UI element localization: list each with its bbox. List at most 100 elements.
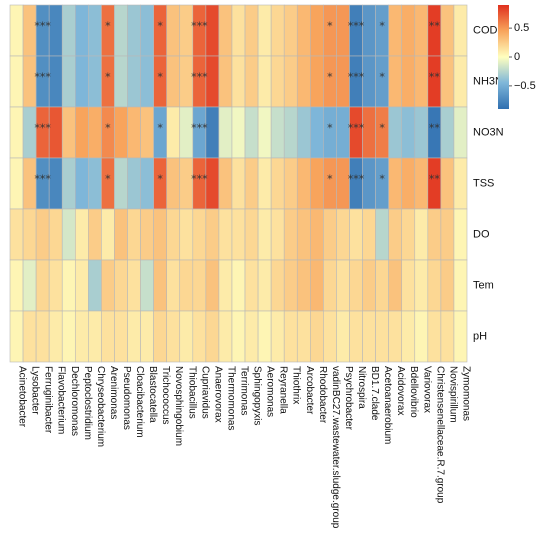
heatmap-cell — [362, 157, 376, 210]
heatmap-cell — [88, 55, 102, 108]
heatmap-cell — [127, 4, 141, 57]
heatmap-cell — [61, 259, 76, 312]
legend-tick-label: 0 — [514, 51, 520, 63]
heatmap-cell — [296, 208, 311, 261]
significance-mark: *** — [191, 19, 208, 32]
heatmap-cell — [310, 208, 324, 261]
heatmap-cell — [231, 106, 246, 159]
heatmap-cell — [296, 157, 311, 210]
significance-mark: *** — [34, 19, 51, 32]
heatmap-cell — [270, 310, 285, 363]
heatmap-cell — [283, 4, 298, 57]
significance-mark: * — [157, 70, 163, 83]
column-label: Acinetobacter — [17, 366, 28, 428]
heatmap-cell — [414, 106, 429, 159]
heatmap-cell — [205, 310, 220, 363]
heatmap-cell — [296, 55, 311, 108]
heatmap-cell — [323, 259, 337, 312]
heatmap-cell — [166, 208, 181, 261]
heatmap-cell — [74, 55, 89, 108]
heatmap-cell — [414, 259, 429, 312]
row-label: Tem — [473, 279, 494, 291]
heatmap-cell — [205, 259, 220, 312]
heatmap-cell — [114, 208, 128, 261]
heatmap-cell — [205, 106, 220, 159]
heatmap-cell — [401, 259, 416, 312]
significance-marks: *** * * *** * *** * ***** * * *** * *** * ***** * * *** * *… — [34, 19, 440, 185]
heatmap-cell — [296, 4, 311, 57]
heatmap-cell — [440, 4, 455, 57]
legend-tick-label: 0.5 — [514, 22, 529, 34]
heatmap-cell — [231, 55, 246, 108]
heatmap-cell — [166, 4, 181, 57]
heatmap-cell — [61, 55, 76, 108]
heatmap-cell — [61, 208, 76, 261]
heatmap-cell — [388, 157, 403, 210]
color-legend: 0.5 0 −0.5 — [498, 5, 536, 109]
significance-mark: * — [105, 19, 111, 32]
significance-mark: *** — [191, 121, 208, 134]
heatmap-cell — [35, 259, 50, 312]
heatmap-cell — [310, 259, 324, 312]
column-label: Novosphingobium — [173, 366, 184, 446]
significance-mark: * — [327, 172, 333, 185]
significance-mark: *** — [34, 70, 51, 83]
significance-mark: *** — [34, 121, 51, 134]
heatmap-cell — [101, 259, 115, 312]
column-label: Arcobacter — [304, 366, 315, 415]
column-label: Cupriavidus — [199, 366, 210, 419]
heatmap-cell — [414, 157, 429, 210]
heatmap-cell — [401, 4, 416, 57]
heatmap-cell — [101, 310, 115, 363]
heatmap-cell — [296, 259, 311, 312]
heatmap-cell — [218, 259, 233, 312]
heatmap-cell — [453, 259, 468, 312]
heatmap-cell — [362, 259, 376, 312]
significance-mark: * — [379, 70, 385, 83]
heatmap-cell — [61, 4, 76, 57]
heatmap-cell — [453, 208, 468, 261]
heatmap-cell — [166, 106, 181, 159]
heatmap-cell — [323, 310, 337, 363]
significance-mark: *** — [348, 172, 365, 185]
column-label: Trichococcus — [160, 366, 171, 425]
heatmap-cell — [140, 106, 154, 159]
heatmap-cell — [362, 208, 376, 261]
heatmap-cell — [127, 208, 141, 261]
heatmap-cell — [401, 208, 416, 261]
heatmap-cell — [48, 259, 63, 312]
heatmap-cell — [401, 55, 416, 108]
heatmap-cell — [283, 55, 298, 108]
heatmap-cell — [453, 4, 468, 57]
heatmap-cell — [244, 259, 259, 312]
heatmap-cell — [375, 208, 389, 261]
heatmap-cell — [270, 259, 285, 312]
heatmap-cell — [74, 157, 89, 210]
column-label: Bdellovibrio — [408, 366, 419, 418]
legend-color-bar — [498, 5, 509, 109]
heatmap-cell — [127, 106, 141, 159]
heatmap-cell — [244, 55, 259, 108]
heatmap-cell — [414, 55, 429, 108]
heatmap-cell — [127, 55, 141, 108]
heatmap-cell — [205, 55, 220, 108]
heatmap-cells — [9, 4, 468, 363]
heatmap-cell — [61, 157, 76, 210]
significance-mark: *** — [348, 70, 365, 83]
column-label: Pseudomonas — [121, 366, 132, 430]
column-label: Thiobacillus — [186, 366, 197, 419]
row-label: NO3N — [473, 126, 504, 138]
heatmap-cell — [336, 310, 350, 363]
column-label: Terrimonas — [239, 366, 250, 415]
row-labels: COD NH3N NO3N TSS DO Tem pH — [473, 24, 504, 342]
significance-mark: * — [105, 172, 111, 185]
heatmap-cell — [218, 4, 233, 57]
heatmap-cell — [440, 259, 455, 312]
column-label: Christensenellaceae.R.7.group — [434, 366, 445, 504]
column-label: Chryseobacterium — [95, 366, 106, 447]
heatmap-cell — [205, 208, 220, 261]
heatmap-cell — [427, 259, 442, 312]
column-label: Ferruginibacter — [43, 366, 54, 434]
row-label: DO — [473, 228, 490, 240]
